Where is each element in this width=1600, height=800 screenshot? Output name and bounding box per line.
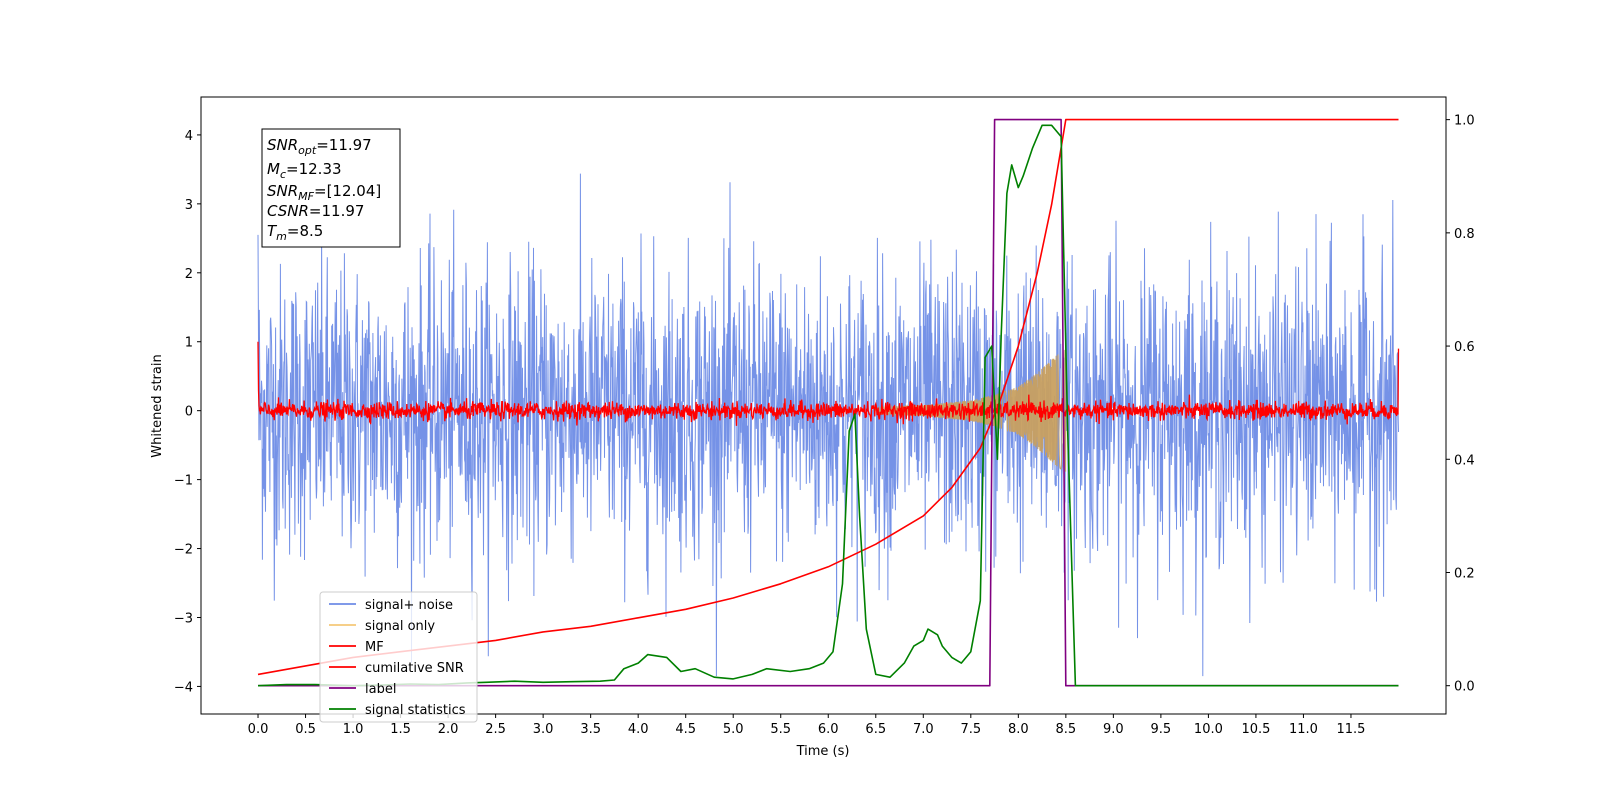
- y2-tick-label: 0.2: [1454, 566, 1475, 581]
- stats-box: SNRopt=11.97 Mc=12.33 SNRMF=[12.04] CSNR…: [261, 128, 401, 248]
- y-tick-label: −4: [174, 680, 193, 695]
- x-tick-label: 11.0: [1289, 722, 1318, 737]
- x-tick-label: 7.5: [960, 722, 981, 737]
- x-tick-label: 7.0: [913, 722, 934, 737]
- plot-frame: [200, 96, 1447, 715]
- x-axis-label: Time (s): [796, 744, 850, 759]
- x-tick-label: 10.5: [1241, 722, 1270, 737]
- y-axis-label: Whitened strain: [150, 354, 165, 457]
- stats-snr-mf: SNRMF=[12.04]: [267, 182, 381, 203]
- stats-box-frame: [261, 128, 401, 248]
- x-tick-label: 9.5: [1151, 722, 1172, 737]
- y2-tick-label: 0.8: [1454, 227, 1475, 242]
- legend-entry: cumilative SNR: [365, 661, 464, 676]
- x-tick-label: 8.5: [1056, 722, 1077, 737]
- y-tick-label: 1: [185, 336, 193, 351]
- y-tick-label: 4: [185, 129, 193, 144]
- series-signal-statistics: [257, 124, 1399, 687]
- y2-tick-label: 0.0: [1454, 680, 1475, 695]
- x-tick-label: 2.0: [438, 722, 459, 737]
- axis-ticks: 0.0 0.5 1.0 1.5 2.0 2.5 3.0 3.5 4.0 4.5 5.0 5.5 6.0 6…: [174, 114, 1475, 737]
- x-tick-label: 4.5: [675, 722, 696, 737]
- y2-tick-label: 0.6: [1454, 340, 1475, 355]
- series-mf: [257, 341, 1400, 426]
- legend-entry: signal+ noise: [365, 598, 453, 613]
- signal-statistics-line: [257, 124, 1399, 687]
- x-tick-label: 3.0: [533, 722, 554, 737]
- y2-tick-label: 0.4: [1454, 453, 1475, 468]
- mf-line: [257, 341, 1400, 426]
- x-tick-label: 3.5: [580, 722, 601, 737]
- x-tick-label: 1.0: [343, 722, 364, 737]
- x-tick-label: 5.0: [723, 722, 744, 737]
- x-tick-label: 0.0: [248, 722, 269, 737]
- stats-mc: Mc=12.33: [267, 160, 342, 181]
- legend: signal+ noise signal only MF cumilative SNR…: [319, 591, 478, 723]
- legend-entry: MF: [365, 640, 384, 655]
- x-tick-label: 2.5: [485, 722, 506, 737]
- x-tick-label: 0.5: [295, 722, 316, 737]
- y-tick-label: 0: [185, 405, 193, 420]
- stats-csnr: CSNR=11.97: [267, 202, 364, 220]
- x-tick-label: 1.5: [390, 722, 411, 737]
- legend-entry: signal only: [365, 619, 435, 634]
- x-tick-label: 6.0: [818, 722, 839, 737]
- y-tick-label: 2: [185, 267, 193, 282]
- x-tick-label: 9.0: [1103, 722, 1124, 737]
- y2-tick-label: 1.0: [1454, 114, 1475, 129]
- y-tick-label: −3: [174, 611, 193, 626]
- legend-entry: signal statistics: [365, 703, 466, 718]
- stats-tm: Tm=8.5: [267, 222, 323, 243]
- y-tick-label: −1: [174, 474, 193, 489]
- y-tick-label: 3: [185, 198, 193, 213]
- legend-entry: label: [365, 682, 396, 697]
- x-tick-label: 4.0: [628, 722, 649, 737]
- x-tick-label: 10.0: [1194, 722, 1223, 737]
- signal-noise-line: [257, 173, 1399, 677]
- x-tick-label: 8.0: [1008, 722, 1029, 737]
- x-tick-label: 6.5: [865, 722, 886, 737]
- legend-frame: [319, 591, 478, 723]
- series-signal-noise: [257, 173, 1399, 677]
- x-tick-label: 11.5: [1336, 722, 1365, 737]
- x-tick-label: 5.5: [770, 722, 791, 737]
- stats-snr-opt: SNRopt=11.97: [267, 136, 372, 157]
- y-tick-label: −2: [174, 543, 193, 558]
